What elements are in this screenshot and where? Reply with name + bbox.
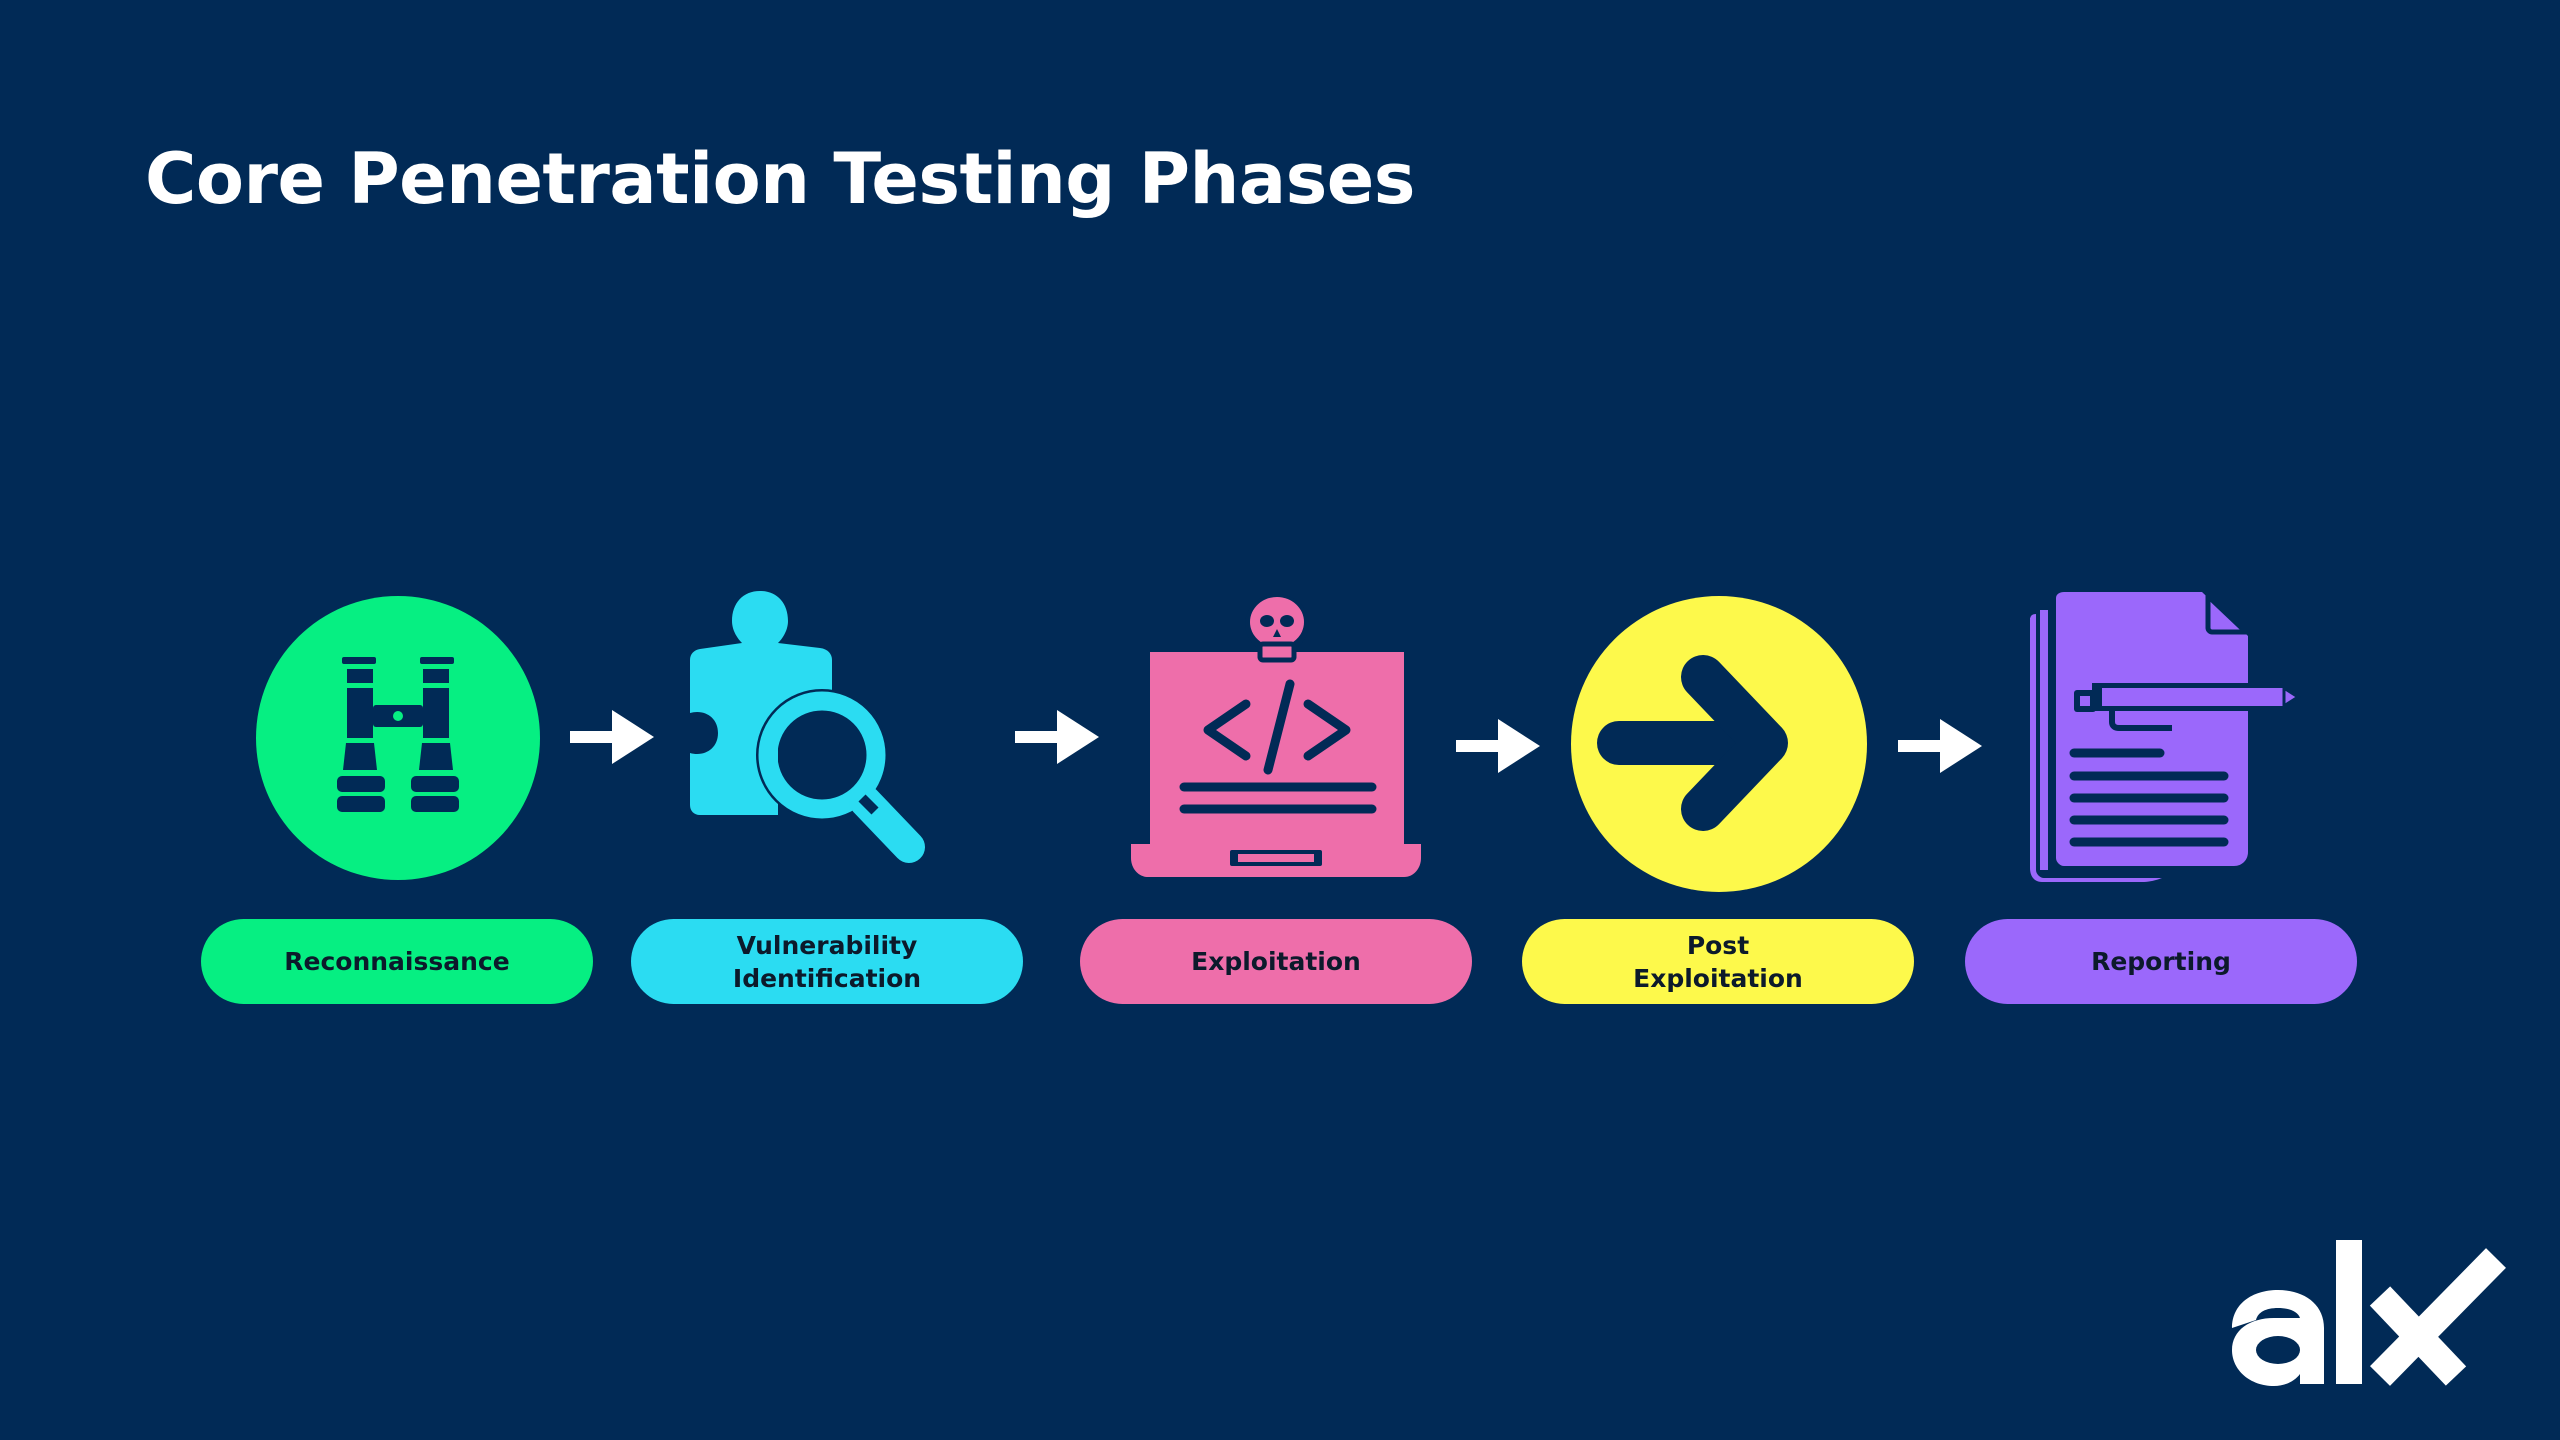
phase-pill-exploitation: Exploitation	[1080, 919, 1472, 1004]
puzzle-magnifier-icon	[690, 591, 925, 863]
phase-label-reporting: Reporting	[2091, 947, 2231, 976]
phase-pill-post-exploitation: Post Exploitation	[1522, 919, 1914, 1004]
binoculars-icon	[256, 596, 540, 880]
arrow-circle-icon	[1571, 596, 1867, 892]
phase-label-reconnaissance: Reconnaissance	[284, 947, 510, 976]
right-arrow-icon	[1456, 719, 1540, 773]
laptop-skull-code-icon	[1131, 594, 1421, 877]
alx-logo	[2232, 1240, 2506, 1386]
document-pen-icon	[2030, 590, 2301, 882]
phase-label-post-exploitation: Post Exploitation	[1633, 930, 1803, 993]
phase-pill-vulnerability-identification: Vulnerability Identification	[631, 919, 1023, 1004]
right-arrow-icon	[1015, 710, 1099, 764]
phase-label-vulnerability-identification: Vulnerability Identification	[732, 930, 922, 993]
phase-pill-reconnaissance: Reconnaissance	[201, 919, 593, 1004]
slide-title: Core Penetration Testing Phases	[145, 138, 1415, 220]
right-arrow-icon	[1898, 719, 1982, 773]
phase-label-exploitation: Exploitation	[1191, 947, 1361, 976]
right-arrow-icon	[570, 710, 654, 764]
phase-pill-reporting: Reporting	[1965, 919, 2357, 1004]
